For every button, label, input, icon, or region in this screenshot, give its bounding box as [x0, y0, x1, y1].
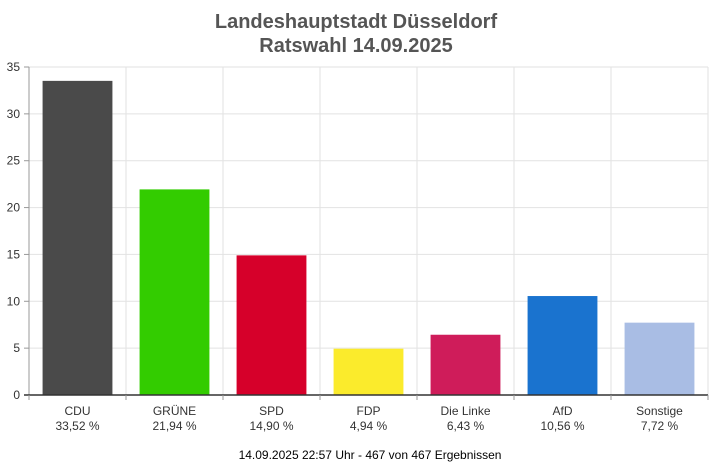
value-label: 33,52 % [55, 419, 99, 433]
y-tick-label: 30 [7, 107, 21, 121]
bars [42, 80, 695, 395]
value-label: 7,72 % [641, 419, 679, 433]
chart-subtitle: Ratswahl 14.09.2025 [259, 35, 452, 57]
value-label: 10,56 % [540, 419, 584, 433]
y-tick-label: 20 [7, 201, 21, 215]
value-label: 6,43 % [447, 419, 485, 433]
grid-lines [29, 66, 709, 395]
bar-die-linke [430, 334, 501, 395]
y-tick-label: 0 [13, 388, 20, 402]
y-tick-label: 25 [7, 154, 21, 168]
bar-fdp [333, 348, 404, 395]
axes: 0 5 10 15 20 25 30 35 [7, 60, 709, 402]
category-label: GRÜNE [153, 404, 196, 418]
value-label: 4,94 % [350, 419, 388, 433]
category-label: CDU [65, 404, 91, 418]
bar-gr-ne [139, 189, 210, 395]
bar-spd [236, 255, 307, 395]
y-tick-label: 10 [7, 294, 21, 308]
category-label: FDP [357, 404, 381, 418]
category-label: Die Linke [440, 404, 490, 418]
y-tick-label: 35 [7, 60, 21, 74]
bar-cdu [42, 80, 113, 395]
category-label: AfD [552, 404, 572, 418]
value-label: 14,90 % [249, 419, 293, 433]
chart-title: Landeshauptstadt Düsseldorf [215, 11, 498, 33]
bar-afd [527, 296, 598, 395]
value-label: 21,94 % [152, 419, 196, 433]
chart-footer: 14.09.2025 22:57 Uhr - 467 von 467 Ergeb… [239, 448, 502, 462]
y-tick-label: 5 [13, 341, 20, 355]
bar-sonstige [624, 322, 695, 395]
category-label: Sonstige [636, 404, 683, 418]
y-tick-label: 15 [7, 247, 21, 261]
category-label: SPD [259, 404, 284, 418]
